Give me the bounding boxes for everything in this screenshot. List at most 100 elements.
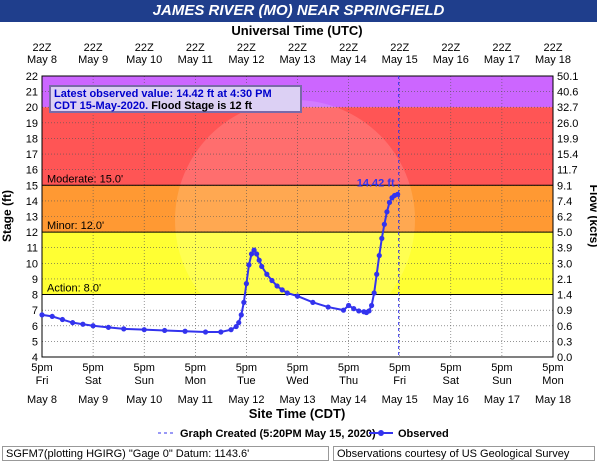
y-tick-label: 20 [26,102,38,114]
y-tick-label: 8 [32,290,38,302]
flow-tick-label: 15.4 [557,149,578,161]
observed-point [248,251,255,257]
bottom-tick-weekday: Mon [542,375,563,387]
flow-tick-label: 32.7 [557,102,578,114]
observed-point [243,281,249,287]
observed-point [310,299,316,305]
bottom-tick-date: May 17 [484,394,520,406]
flow-tick-label: 0.0 [557,352,572,364]
bottom-tick-weekday: Sat [85,375,102,387]
observed-point [218,329,224,335]
bottom-tick-time: 5pm [185,362,206,374]
top-tick-time: 22Z [33,42,52,54]
flow-tick-label: 5.0 [557,227,572,239]
observed-point [90,323,96,329]
bottom-tick-time: 5pm [31,362,52,374]
flow-tick-label: 7.4 [557,196,572,208]
top-tick-time: 22Z [492,42,511,54]
observed-point [121,326,127,332]
observed-point [279,287,285,293]
top-tick-date: May 16 [433,54,469,66]
observed-point [236,320,242,326]
bottom-tick-date: May 12 [228,394,264,406]
legend-created-label: Graph Created (5:20PM May 15, 2020) [180,428,376,440]
y-tick-label: 9 [32,274,38,286]
observed-point [274,283,280,289]
observed-point [233,323,239,330]
flow-tick-label: 0.9 [557,305,572,317]
top-tick-time: 22Z [84,42,103,54]
bottom-tick-weekday: Fri [36,375,49,387]
y-left-axis-title: Stage (ft) [0,190,14,242]
observed-point [141,327,147,333]
bottom-tick-weekday: Sun [134,375,154,387]
observed-point [376,252,382,259]
bottom-tick-time: 5pm [82,362,103,374]
observed-point [346,302,352,309]
y-tick-label: 12 [26,227,38,239]
observed-point [238,312,244,318]
observed-point [284,290,290,296]
legend-observed-label: Observed [398,428,449,440]
flow-tick-label: 3.0 [557,258,572,270]
observed-point [384,209,390,215]
top-tick-time: 22Z [135,42,154,54]
bottom-tick-time: 5pm [491,362,512,374]
latest-observation-box: Latest observed value: 14.42 ft at 4:30 … [49,85,302,113]
y-tick-label: 21 [26,87,38,99]
bottom-tick-date: May 13 [279,394,315,406]
observed-point [379,235,385,241]
top-tick-time: 22Z [544,42,563,54]
observed-point [80,321,86,327]
top-tick-time: 22Z [390,42,409,54]
bottom-tick-weekday: Fri [393,375,406,387]
y-tick-label: 15 [26,180,38,192]
observed-point [366,308,372,314]
flow-tick-label: 50.1 [557,71,578,83]
top-tick-time: 22Z [186,42,205,54]
top-tick-date: May 13 [279,54,315,66]
bottom-tick-time: 5pm [236,362,257,374]
threshold-label-minor: Minor: 12.0' [47,220,104,232]
bottom-tick-date: May 11 [178,394,213,406]
top-tick-date: May 17 [484,54,520,66]
y-tick-label: 7 [32,305,38,317]
observed-point [251,247,257,253]
y-tick-label: 18 [26,133,38,145]
observed-point [294,293,301,299]
y-tick-label: 11 [27,243,38,255]
chart-title: JAMES RIVER (MO) NEAR SPRINGFIELD [152,2,445,19]
bottom-tick-weekday: Tue [237,375,256,387]
flow-tick-label: 2.1 [557,274,572,286]
y-tick-label: 22 [26,71,38,83]
observed-point [49,313,55,320]
y-tick-label: 6 [32,321,38,333]
obs-line1: Latest observed value: 14.42 ft at 4:30 … [54,88,272,100]
bottom-tick-time: 5pm [133,362,154,374]
observed-point [259,263,265,270]
top-tick-time: 22Z [288,42,307,54]
observed-point [356,308,362,314]
obs-line2-date: CDT 15-May-2020. [54,100,149,112]
observed-point [59,316,66,323]
top-tick-time: 22Z [441,42,460,54]
bottom-axis-title: Site Time (CDT) [249,406,346,421]
y-right-axis-title: Flow (kcfs) [587,185,597,248]
top-tick-date: May 14 [331,54,367,66]
top-tick-date: May 11 [178,54,213,66]
bottom-tick-date: May 9 [78,394,108,406]
top-tick-date: May 8 [27,54,57,66]
observed-point [269,277,275,284]
latest-value-label: 14.42 ft [357,177,395,189]
threshold-label-moderate: Moderate: 15.0' [47,173,123,185]
flow-tick-label: 3.9 [557,243,572,255]
observed-point [351,306,357,312]
observed-point [264,271,270,277]
y-tick-label: 4 [32,352,38,364]
observed-point [381,221,387,227]
y-tick-label: 13 [26,212,38,224]
bottom-tick-date: May 8 [27,394,57,406]
y-tick-label: 5 [32,336,38,348]
flow-tick-label: 11.7 [557,165,578,177]
